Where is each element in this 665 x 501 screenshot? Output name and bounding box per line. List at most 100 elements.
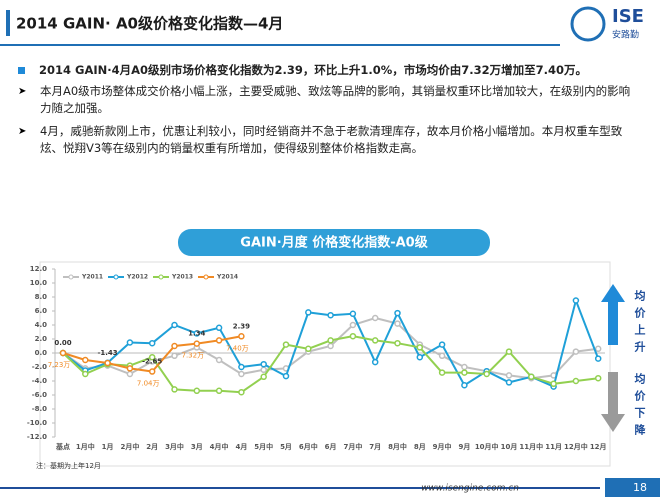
y-tick-label: -6.0 xyxy=(32,391,47,399)
point xyxy=(171,321,178,329)
point xyxy=(126,365,134,372)
x-tick-label: 12月中 xyxy=(564,442,588,451)
price-label: 7.40万 xyxy=(226,344,249,352)
point xyxy=(371,358,379,366)
point xyxy=(461,381,468,389)
x-tick-label: 6月 xyxy=(325,443,337,451)
point xyxy=(260,360,267,368)
x-tick-label: 7月 xyxy=(369,443,381,451)
x-tick-label: 1月中 xyxy=(76,442,95,451)
legend-label: Y2014 xyxy=(216,274,238,281)
x-tick-label: 8月 xyxy=(414,443,426,451)
point xyxy=(438,352,446,360)
point xyxy=(572,377,580,385)
point xyxy=(193,330,201,337)
chart-banner xyxy=(178,229,490,256)
point xyxy=(171,342,178,350)
point xyxy=(594,355,602,362)
title-accent xyxy=(6,10,10,36)
point xyxy=(59,349,67,357)
logo-ring xyxy=(570,6,606,42)
y-tick-label: -4.0 xyxy=(32,377,47,385)
point xyxy=(371,337,379,344)
y-tick-label: -12.0 xyxy=(27,433,47,441)
point xyxy=(238,333,245,340)
x-tick-label: 6月中 xyxy=(299,442,318,451)
bullet-text: 本月A0级市场整体成交价格小幅上涨，主要受威驰、致炫等品牌的影响，其销量权重环比… xyxy=(40,84,631,115)
point xyxy=(528,373,535,381)
price-label: 7.23万 xyxy=(48,361,71,369)
legend-label: Y2013 xyxy=(171,274,193,281)
point xyxy=(238,370,245,378)
legend-marker xyxy=(113,274,119,280)
bullet-marker xyxy=(18,67,25,74)
point xyxy=(371,314,379,322)
point xyxy=(171,386,178,393)
point xyxy=(416,344,424,351)
point xyxy=(260,366,267,374)
point xyxy=(483,370,490,378)
y-tick-label: 2.0 xyxy=(35,335,48,343)
bullet: ➤ 本月A0级市场整体成交价格小幅上涨，主要受威驰、致炫等品牌的影响，其销量权重环… xyxy=(14,83,639,117)
point xyxy=(238,363,245,371)
x-tick-label: 11月 xyxy=(545,443,562,451)
bullet: 2014 GAIN·4月A0级别市场价格变化指数为2.39，环比上升1.0%，市… xyxy=(14,62,639,79)
point xyxy=(505,372,513,379)
x-tick-label: 5月 xyxy=(280,443,292,451)
x-tick-label: 9月中 xyxy=(433,442,452,451)
point xyxy=(193,340,201,347)
point xyxy=(126,339,134,346)
point xyxy=(505,348,513,355)
y-tick-label: -2.0 xyxy=(32,363,47,371)
point xyxy=(550,380,557,388)
point xyxy=(215,387,223,395)
down-arrow xyxy=(601,372,625,432)
point xyxy=(461,369,468,376)
point xyxy=(148,353,156,361)
down-label: 均价下降 xyxy=(633,373,646,441)
point xyxy=(327,311,334,319)
legend-label: Y2012 xyxy=(126,274,148,281)
point xyxy=(349,310,357,318)
y-tick-label: -8.0 xyxy=(32,405,47,413)
x-tick-label: 2月 xyxy=(146,443,158,451)
bullet: ➤ 4月，威驰新款刚上市，优惠让利较小，同时经销商并不急于老款清理库存，故本月价格… xyxy=(14,123,639,157)
logo: ISE xyxy=(612,6,644,27)
legend-marker xyxy=(158,274,164,280)
data-label: 0.00 xyxy=(54,339,71,347)
point xyxy=(193,387,201,395)
point xyxy=(282,341,290,348)
point xyxy=(594,345,602,353)
data-label: -1.43 xyxy=(98,349,118,357)
point xyxy=(215,356,223,364)
legend-label: Y2011 xyxy=(81,274,103,281)
point xyxy=(572,297,580,304)
bullet-text: 4月，威驰新款刚上市，优惠让利较小，同时经销商并不急于老款清理库存，故本月价格小… xyxy=(40,124,623,155)
point xyxy=(505,379,513,386)
point xyxy=(82,370,89,378)
y-tick-label: 4.0 xyxy=(35,321,48,329)
x-tick-label: 2月中 xyxy=(120,442,139,451)
url: www.isengine.com.cn xyxy=(421,484,519,494)
price-label: 7.32万 xyxy=(182,352,205,360)
bullet-marker: ➤ xyxy=(18,86,27,97)
x-tick-label: 4月中 xyxy=(210,442,229,451)
logo-sub: 安路勤 xyxy=(612,29,639,41)
y-tick-label: -10.0 xyxy=(27,419,47,427)
plot-frame xyxy=(39,261,611,467)
legend-marker xyxy=(203,274,209,280)
point xyxy=(238,388,245,396)
data-label: -2.65 xyxy=(142,358,162,366)
footnote: 注：基期为上年12月 xyxy=(36,461,101,470)
page-box xyxy=(605,478,660,497)
data-label: 1.34 xyxy=(188,330,205,338)
x-tick-label: 10月 xyxy=(501,443,518,451)
y-tick-label: 0.0 xyxy=(35,349,48,357)
point xyxy=(305,309,312,316)
point xyxy=(104,359,111,367)
up-label: 均价上升 xyxy=(633,290,646,358)
point xyxy=(260,373,267,381)
x-tick-label: 9月 xyxy=(458,443,470,451)
